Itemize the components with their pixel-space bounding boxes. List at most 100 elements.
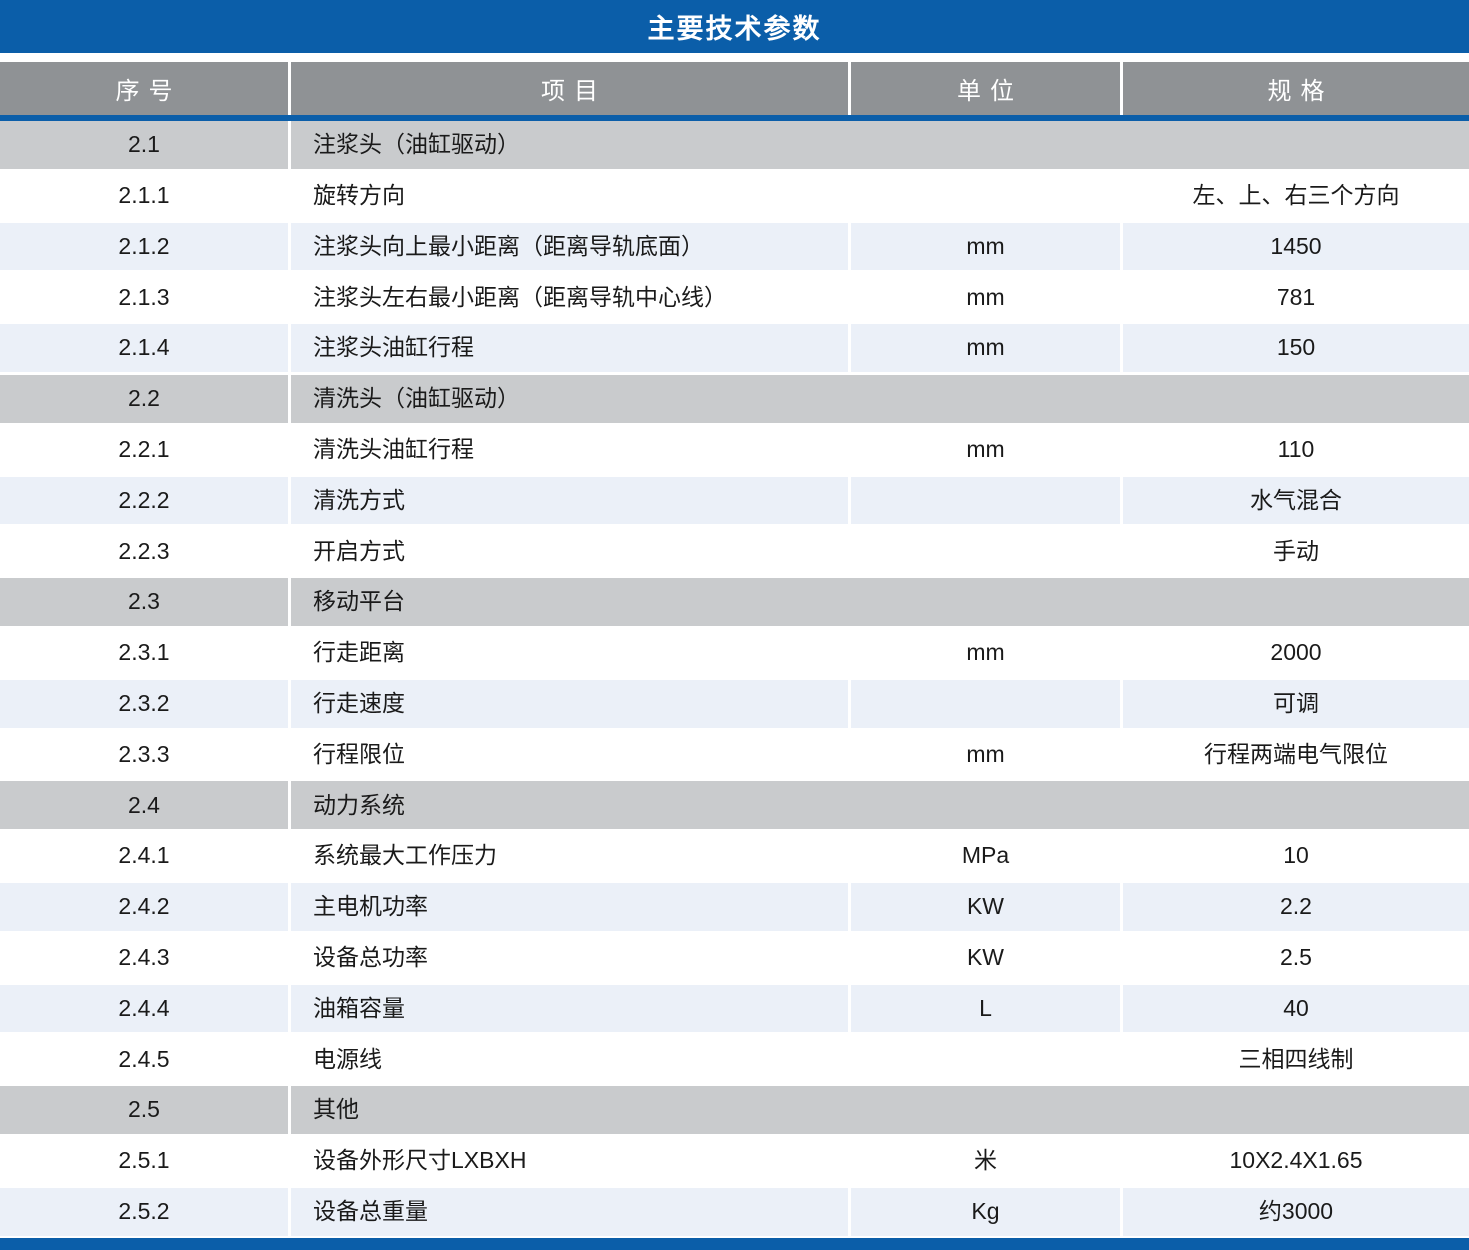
cell-spec: 行程两端电气限位 — [1123, 730, 1469, 779]
cell-index: 2.4.5 — [0, 1035, 288, 1084]
cell-item: 电源线 — [291, 1035, 848, 1084]
cell-spec: 150 — [1123, 324, 1469, 372]
cell-index: 2.3 — [0, 578, 288, 626]
cell-unit: Kg — [851, 1187, 1120, 1236]
cell-item: 油箱容量 — [291, 984, 848, 1033]
table-row: 2.1.1 旋转方向 左、上、右三个方向 — [0, 171, 1469, 220]
table-row: 2.4.3 设备总功率 KW 2.5 — [0, 933, 1469, 982]
cell-section-title: 注浆头（油缸驱动） — [291, 121, 1469, 169]
cell-index: 2.1.3 — [0, 273, 288, 322]
cell-spec: 三相四线制 — [1123, 1035, 1469, 1084]
cell-item: 清洗方式 — [291, 476, 848, 525]
section-row: 2.4 动力系统 — [0, 781, 1469, 830]
cell-item: 设备外形尺寸LXBXH — [291, 1136, 848, 1185]
cell-index: 2.1.2 — [0, 222, 288, 271]
cell-spec: 水气混合 — [1123, 476, 1469, 525]
cell-index: 2.1.4 — [0, 324, 288, 372]
section-row: 2.1 注浆头（油缸驱动） — [0, 121, 1469, 169]
cell-index: 2.2 — [0, 374, 288, 423]
cell-unit: mm — [851, 628, 1120, 677]
cell-spec: 40 — [1123, 984, 1469, 1033]
cell-index: 2.1 — [0, 121, 288, 169]
table-row: 2.4.4 油箱容量 L 40 — [0, 984, 1469, 1033]
cell-spec: 2.5 — [1123, 933, 1469, 982]
cell-index: 2.4.4 — [0, 984, 288, 1033]
cell-index: 2.5.1 — [0, 1136, 288, 1185]
cell-unit — [851, 679, 1120, 728]
table-row: 2.4.1 系统最大工作压力 MPa 10 — [0, 832, 1469, 880]
cell-spec: 10 — [1123, 832, 1469, 880]
header-cell-no: 序号 — [0, 62, 288, 115]
table-row: 2.4.5 电源线 三相四线制 — [0, 1035, 1469, 1084]
cell-unit: L — [851, 984, 1120, 1033]
section-row: 2.5 其他 — [0, 1086, 1469, 1134]
cell-item: 开启方式 — [291, 527, 848, 576]
table-body: 2.1 注浆头（油缸驱动） 2.1.1 旋转方向 左、上、右三个方向 2.1.2 注浆头向上… — [0, 121, 1469, 1236]
cell-item: 注浆头左右最小距离（距离导轨中心线） — [291, 273, 848, 322]
table-row: 2.1.3 注浆头左右最小距离（距离导轨中心线） mm 781 — [0, 273, 1469, 322]
cell-spec: 手动 — [1123, 527, 1469, 576]
cell-index: 2.3.2 — [0, 679, 288, 728]
cell-item: 行走距离 — [291, 628, 848, 677]
cell-index: 2.2.2 — [0, 476, 288, 525]
cell-item: 系统最大工作压力 — [291, 832, 848, 880]
cell-item: 主电机功率 — [291, 882, 848, 931]
cell-spec: 110 — [1123, 425, 1469, 474]
cell-spec: 可调 — [1123, 679, 1469, 728]
table-row: 2.1.2 注浆头向上最小距离（距离导轨底面） mm 1450 — [0, 222, 1469, 271]
cell-section-title: 清洗头（油缸驱动） — [291, 374, 1469, 423]
cell-index: 2.4.2 — [0, 882, 288, 931]
cell-index: 2.4 — [0, 781, 288, 830]
cell-unit: mm — [851, 324, 1120, 372]
cell-item: 行程限位 — [291, 730, 848, 779]
table-row: 2.2.3 开启方式 手动 — [0, 527, 1469, 576]
cell-spec: 2.2 — [1123, 882, 1469, 931]
cell-unit: mm — [851, 273, 1120, 322]
cell-unit: mm — [851, 222, 1120, 271]
cell-item: 行走速度 — [291, 679, 848, 728]
section-row: 2.3 移动平台 — [0, 578, 1469, 626]
cell-section-title: 动力系统 — [291, 781, 1469, 830]
cell-unit: MPa — [851, 832, 1120, 880]
cell-item: 注浆头油缸行程 — [291, 324, 848, 372]
section-row: 2.2 清洗头（油缸驱动） — [0, 374, 1469, 423]
table-title-bar: 主要技术参数 — [0, 0, 1469, 53]
cell-item: 清洗头油缸行程 — [291, 425, 848, 474]
cell-index: 2.2.3 — [0, 527, 288, 576]
cell-spec: 10X2.4X1.65 — [1123, 1136, 1469, 1185]
table-row: 2.1.4 注浆头油缸行程 mm 150 — [0, 324, 1469, 372]
cell-index: 2.5.2 — [0, 1187, 288, 1236]
page-title: 主要技术参数 — [647, 14, 822, 44]
cell-unit: mm — [851, 730, 1120, 779]
cell-item: 注浆头向上最小距离（距离导轨底面） — [291, 222, 848, 271]
cell-index: 2.4.3 — [0, 933, 288, 982]
cell-index: 2.3.3 — [0, 730, 288, 779]
cell-item: 设备总重量 — [291, 1187, 848, 1236]
cell-unit: KW — [851, 882, 1120, 931]
cell-item: 设备总功率 — [291, 933, 848, 982]
cell-item: 旋转方向 — [291, 171, 848, 220]
table-row: 2.4.2 主电机功率 KW 2.2 — [0, 882, 1469, 931]
table-row: 2.3.3 行程限位 mm 行程两端电气限位 — [0, 730, 1469, 779]
cell-unit: 米 — [851, 1136, 1120, 1185]
cell-unit — [851, 1035, 1120, 1084]
table-row: 2.2.2 清洗方式 水气混合 — [0, 476, 1469, 525]
header-cell-spec: 规格 — [1123, 62, 1469, 115]
cell-unit — [851, 527, 1120, 576]
table-row: 2.3.1 行走距离 mm 2000 — [0, 628, 1469, 677]
table-header-row: 序号 项目 单位 规格 — [0, 62, 1469, 115]
table-row: 2.3.2 行走速度 可调 — [0, 679, 1469, 728]
table-row: 2.2.1 清洗头油缸行程 mm 110 — [0, 425, 1469, 474]
table-row: 2.5.1 设备外形尺寸LXBXH 米 10X2.4X1.65 — [0, 1136, 1469, 1185]
header-cell-unit: 单位 — [851, 62, 1120, 115]
cell-unit — [851, 171, 1120, 220]
cell-index: 2.4.1 — [0, 832, 288, 880]
table-row: 2.5.2 设备总重量 Kg 约3000 — [0, 1187, 1469, 1236]
cell-unit: KW — [851, 933, 1120, 982]
cell-unit: mm — [851, 425, 1120, 474]
cell-spec: 781 — [1123, 273, 1469, 322]
header-divider — [0, 115, 1469, 121]
cell-spec: 左、上、右三个方向 — [1123, 171, 1469, 220]
cell-unit — [851, 476, 1120, 525]
